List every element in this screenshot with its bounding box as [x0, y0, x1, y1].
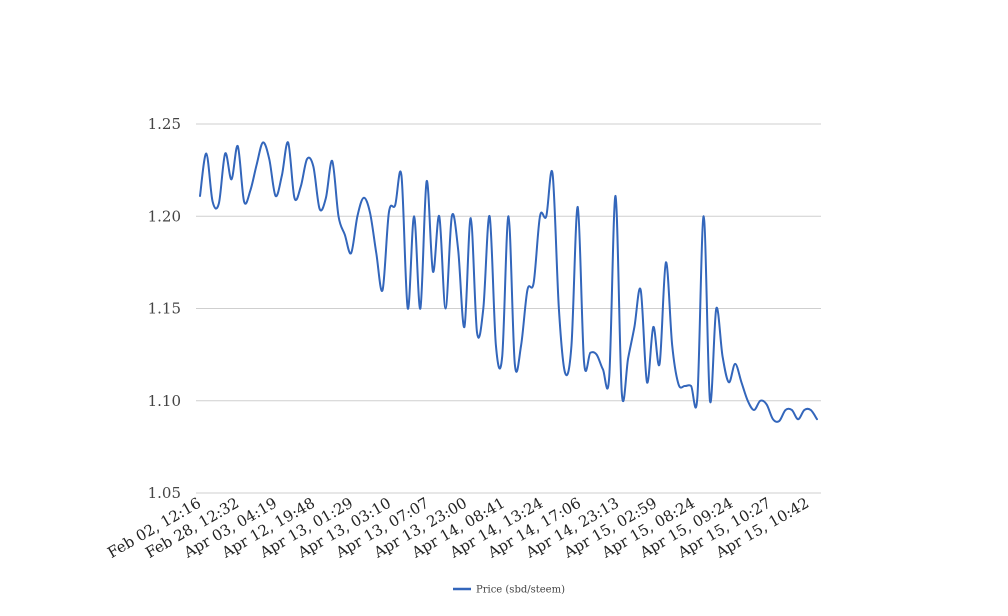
series-line — [199, 141, 818, 423]
y-axis-tick-labels: 1.25 1.20 1.15 1.10 1.05 — [148, 115, 181, 502]
gridlines — [196, 123, 821, 494]
legend-label: Price (sbd/steem) — [476, 585, 565, 596]
y-tick-label: 1.15 — [148, 300, 181, 318]
y-tick-label: 1.20 — [148, 207, 181, 225]
legend: Price (sbd/steem) — [453, 585, 565, 596]
y-tick-label: 1.10 — [148, 392, 181, 410]
y-tick-label: 1.25 — [148, 115, 181, 133]
y-tick-label: 1.05 — [148, 484, 181, 502]
series-layer — [199, 141, 818, 423]
